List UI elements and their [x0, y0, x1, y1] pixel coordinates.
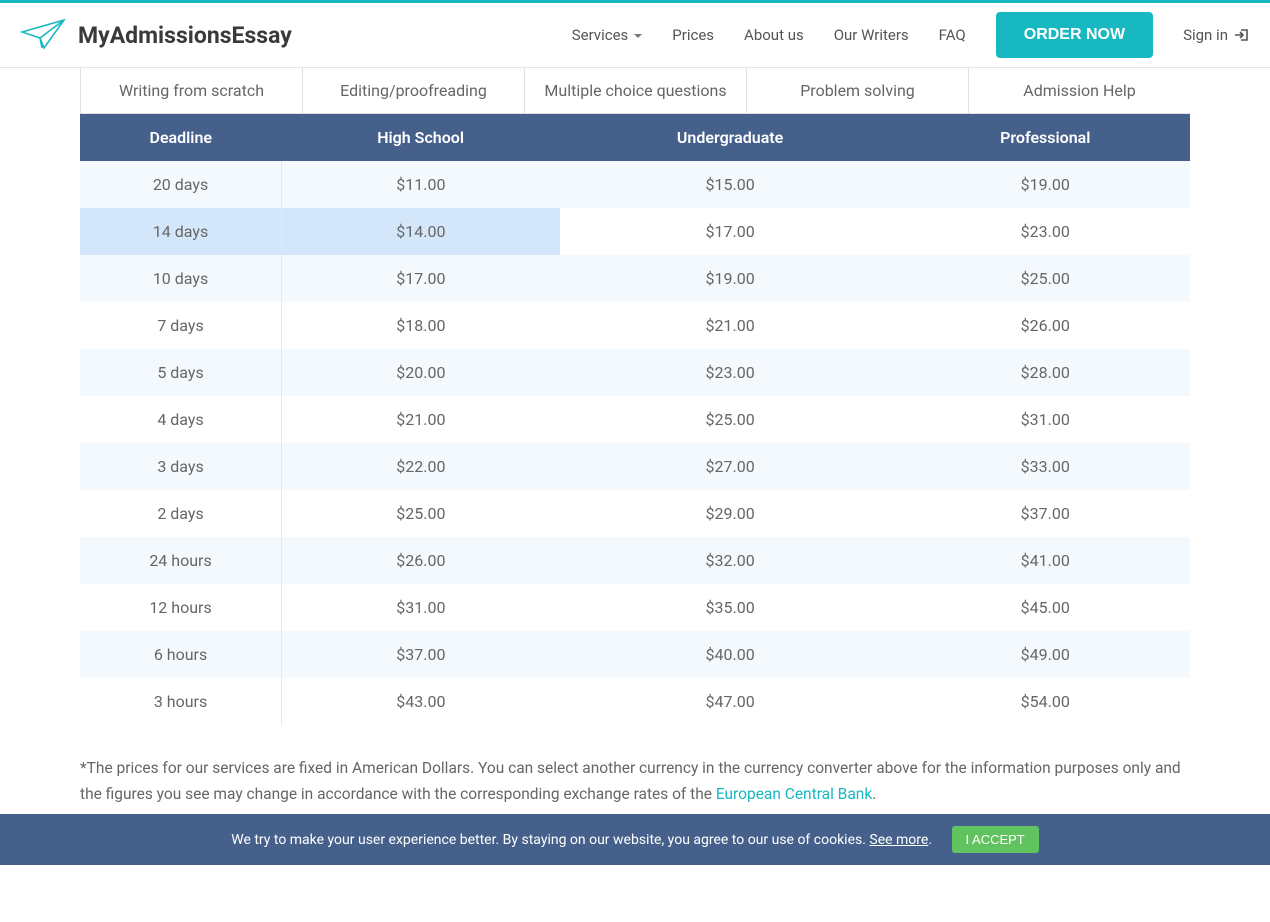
ecb-link[interactable]: European Central Bank: [716, 785, 872, 803]
table-row[interactable]: 4 days$21.00$25.00$31.00: [80, 396, 1190, 443]
cookie-see-more[interactable]: See more: [869, 832, 928, 848]
price-cell: $21.00: [560, 302, 901, 349]
paper-plane-icon: [20, 18, 68, 52]
price-cell: $22.00: [282, 443, 560, 490]
price-cell: $47.00: [560, 678, 901, 725]
main-header: MyAdmissionsEssay Services Prices About …: [0, 3, 1270, 68]
price-cell: 3 hours: [80, 678, 282, 725]
tab-editing-proofreading[interactable]: Editing/proofreading: [303, 68, 525, 113]
order-now-button[interactable]: ORDER NOW: [996, 12, 1153, 58]
price-cell: $25.00: [282, 490, 560, 537]
signin-link[interactable]: Sign in: [1183, 26, 1250, 44]
price-cell: 14 days: [80, 208, 282, 255]
table-row[interactable]: 24 hours$26.00$32.00$41.00: [80, 537, 1190, 584]
price-cell: $26.00: [282, 537, 560, 584]
price-cell: $17.00: [282, 255, 560, 302]
price-cell: $28.00: [901, 349, 1190, 396]
note-text: *The prices for our services are fixed i…: [80, 759, 1181, 803]
price-cell: $25.00: [560, 396, 901, 443]
price-cell: $20.00: [282, 349, 560, 396]
price-cell: $18.00: [282, 302, 560, 349]
table-row[interactable]: 2 days$25.00$29.00$37.00: [80, 490, 1190, 537]
col-header: High School: [282, 114, 560, 161]
cookie-accept-button[interactable]: I ACCEPT: [952, 826, 1039, 853]
nav-about[interactable]: About us: [744, 26, 804, 44]
note-currency: *The prices for our services are fixed i…: [80, 755, 1190, 808]
table-row[interactable]: 5 days$20.00$23.00$28.00: [80, 349, 1190, 396]
price-cell: 4 days: [80, 396, 282, 443]
price-cell: $14.00: [282, 208, 560, 255]
tab-multiple-choice-questions[interactable]: Multiple choice questions: [525, 68, 747, 113]
price-cell: $31.00: [282, 584, 560, 631]
price-cell: $25.00: [901, 255, 1190, 302]
nav-services[interactable]: Services: [572, 26, 643, 44]
table-header-row: DeadlineHigh SchoolUndergraduateProfessi…: [80, 114, 1190, 161]
price-cell: $37.00: [901, 490, 1190, 537]
col-header: Professional: [901, 114, 1190, 161]
pricing-tabs: Writing from scratchEditing/proofreading…: [80, 68, 1190, 114]
price-cell: $33.00: [901, 443, 1190, 490]
price-cell: $23.00: [560, 349, 901, 396]
price-cell: 3 days: [80, 443, 282, 490]
signin-icon: [1234, 28, 1250, 42]
cookie-period: .: [928, 832, 932, 848]
signin-label: Sign in: [1183, 26, 1228, 44]
price-cell: $11.00: [282, 161, 560, 208]
cookie-text: We try to make your user experience bett…: [231, 832, 869, 848]
table-row[interactable]: 6 hours$37.00$40.00$49.00: [80, 631, 1190, 678]
main-content: Writing from scratchEditing/proofreading…: [80, 68, 1190, 922]
price-cell: $40.00: [560, 631, 901, 678]
nav-writers[interactable]: Our Writers: [834, 26, 909, 44]
price-cell: $19.00: [560, 255, 901, 302]
col-header: Undergraduate: [560, 114, 901, 161]
price-cell: $32.00: [560, 537, 901, 584]
price-cell: 10 days: [80, 255, 282, 302]
note-text-end: .: [872, 785, 876, 803]
price-cell: $43.00: [282, 678, 560, 725]
nav-prices[interactable]: Prices: [672, 26, 714, 44]
tab-writing-from-scratch[interactable]: Writing from scratch: [80, 68, 303, 113]
tab-problem-solving[interactable]: Problem solving: [747, 68, 969, 113]
price-cell: $17.00: [560, 208, 901, 255]
table-row[interactable]: 14 days$14.00$17.00$23.00: [80, 208, 1190, 255]
pricing-table: DeadlineHigh SchoolUndergraduateProfessi…: [80, 114, 1190, 725]
price-cell: $21.00: [282, 396, 560, 443]
price-cell: $27.00: [560, 443, 901, 490]
price-cell: $31.00: [901, 396, 1190, 443]
price-cell: $26.00: [901, 302, 1190, 349]
table-row[interactable]: 3 days$22.00$27.00$33.00: [80, 443, 1190, 490]
table-row[interactable]: 7 days$18.00$21.00$26.00: [80, 302, 1190, 349]
top-nav: Services Prices About us Our Writers FAQ…: [572, 12, 1250, 58]
price-cell: $49.00: [901, 631, 1190, 678]
cookie-banner: We try to make your user experience bett…: [0, 814, 1270, 865]
price-cell: 5 days: [80, 349, 282, 396]
price-cell: $23.00: [901, 208, 1190, 255]
brand-name: MyAdmissionsEssay: [78, 22, 292, 49]
price-cell: $54.00: [901, 678, 1190, 725]
tab-admission-help[interactable]: Admission Help: [969, 68, 1190, 113]
price-cell: $37.00: [282, 631, 560, 678]
price-cell: $19.00: [901, 161, 1190, 208]
price-cell: $29.00: [560, 490, 901, 537]
price-cell: $45.00: [901, 584, 1190, 631]
price-cell: 12 hours: [80, 584, 282, 631]
col-header: Deadline: [80, 114, 282, 161]
price-cell: $35.00: [560, 584, 901, 631]
table-body: 20 days$11.00$15.00$19.0014 days$14.00$1…: [80, 161, 1190, 725]
table-row[interactable]: 20 days$11.00$15.00$19.00: [80, 161, 1190, 208]
price-cell: 7 days: [80, 302, 282, 349]
logo[interactable]: MyAdmissionsEssay: [20, 18, 292, 52]
price-cell: 2 days: [80, 490, 282, 537]
table-row[interactable]: 10 days$17.00$19.00$25.00: [80, 255, 1190, 302]
nav-faq[interactable]: FAQ: [939, 26, 966, 44]
price-cell: 6 hours: [80, 631, 282, 678]
price-cell: $15.00: [560, 161, 901, 208]
price-cell: $41.00: [901, 537, 1190, 584]
table-row[interactable]: 12 hours$31.00$35.00$45.00: [80, 584, 1190, 631]
price-cell: 20 days: [80, 161, 282, 208]
price-cell: 24 hours: [80, 537, 282, 584]
table-row[interactable]: 3 hours$43.00$47.00$54.00: [80, 678, 1190, 725]
